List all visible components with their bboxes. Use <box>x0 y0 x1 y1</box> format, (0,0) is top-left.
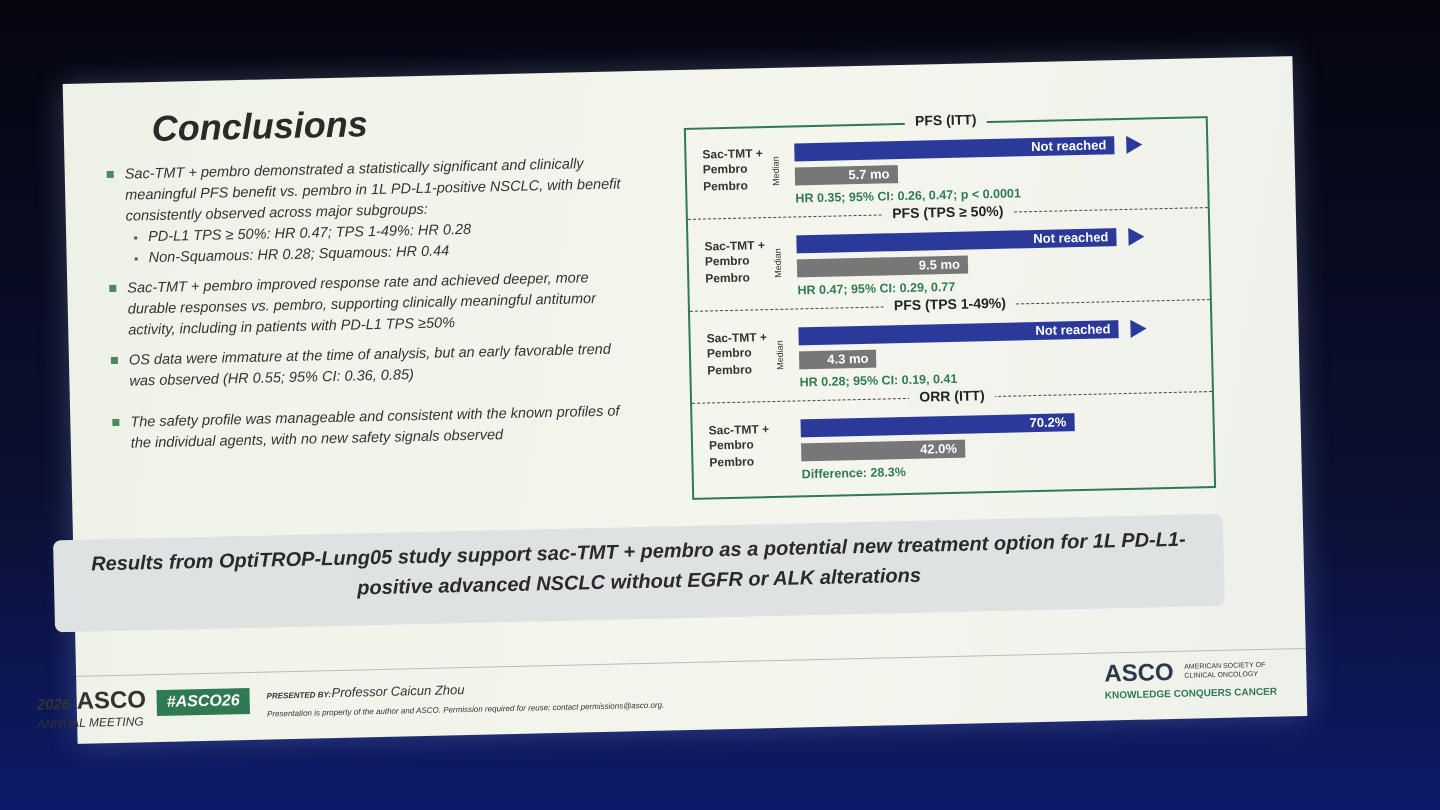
control-bar: 5.7 mo <box>794 165 898 186</box>
treatment-bar: Not reached <box>798 320 1119 346</box>
gene-name: ALK <box>772 567 815 591</box>
bullet: Sac-TMT + pembro demonstrated a statisti… <box>106 153 637 270</box>
conclusion-text: alterations <box>814 564 922 590</box>
bullet-list: Sac-TMT + pembro demonstrated a statisti… <box>63 56 1293 452</box>
bullet-text: OS data were immature at the time of ana… <box>128 341 611 390</box>
arm-label: Pembro <box>709 454 755 470</box>
bullet-marker <box>106 170 114 179</box>
panel-title: PFS (ITT) <box>904 111 987 129</box>
org-name: AMERICAN SOCIETY OF CLINICAL ONCOLOGY <box>1184 661 1266 680</box>
disclaimer: Presentation is property of the author a… <box>266 700 665 719</box>
presented-by: PRESENTED BY: <box>266 690 332 701</box>
bullet: The safety profile was manageable and co… <box>112 401 641 455</box>
panel-title: ORR (ITT) <box>909 386 995 405</box>
panel-note: Difference: 28.3% <box>801 465 907 482</box>
continues-arrow <box>1126 135 1143 154</box>
bar-label: 70.2% <box>1029 414 1067 431</box>
gene-name: EGFR <box>686 568 744 592</box>
panel-title: PFS (TPS ≥ 50%) <box>882 202 1014 222</box>
meeting-brand: ASCO <box>76 686 147 715</box>
bar-label: Not reached <box>1035 321 1111 339</box>
panel-note: HR 0.47; 95% CI: 0.29, 0.77 <box>797 279 956 298</box>
meeting-name: ANNUAL MEETING <box>37 714 144 731</box>
results-box: PFS (ITT) Sac-TMT + Pembro Pembro Median Not… <box>683 111 1217 500</box>
tagline: KNOWLEDGE CONQUERS CANCER <box>1104 686 1278 702</box>
panel-title-wrap: PFS (ITT) <box>686 106 1206 134</box>
panel-note: HR 0.28; 95% CI: 0.19, 0.41 <box>799 371 958 390</box>
continues-arrow <box>1128 227 1145 246</box>
bar-label: Not reached <box>1031 137 1107 155</box>
result-panel: ORR (ITT) Sac-TMT + Pembro Pembro 70.2% 42.0… <box>692 386 1214 498</box>
bullet-text: Sac-TMT + pembro improved response rate … <box>127 270 597 339</box>
conclusion-text: Results from OptiTROP-Lung05 study suppo… <box>90 528 1186 600</box>
treatment-bar: Not reached <box>794 136 1115 162</box>
bar-label: 4.3 mo <box>827 350 869 367</box>
slide-title: Conclusions <box>151 103 369 150</box>
axis-label: Median <box>772 248 784 278</box>
axis-label: Median <box>774 340 786 370</box>
bullet-marker <box>112 418 120 426</box>
org-logo: ASCO <box>1104 658 1174 688</box>
bullet: Sac-TMT + pembro improved response rate … <box>109 267 638 342</box>
presenter: Professor Caicun Zhou <box>331 682 465 701</box>
bar-label: Not reached <box>1033 229 1109 247</box>
treatment-bar: 70.2% <box>800 413 1075 438</box>
control-bar: 42.0% <box>801 439 966 462</box>
hashtag: #ASCO26 <box>156 687 250 717</box>
panel-title: PFS (TPS 1-49%) <box>883 294 1017 314</box>
bullet-marker <box>110 356 119 365</box>
treatment-bar: Not reached <box>796 228 1117 254</box>
bar-label: 42.0% <box>919 440 958 457</box>
continues-arrow <box>1130 319 1147 338</box>
bullet: OS data were immature at the time of ana… <box>110 339 640 393</box>
bullet-text: Sac-TMT + pembro demonstrated a statisti… <box>124 156 621 225</box>
meeting-year: 2026 <box>36 696 71 714</box>
control-bar: 9.5 mo <box>796 255 969 278</box>
control-bar: 4.3 mo <box>798 349 877 370</box>
arm-label: Sac-TMT + Pembro <box>708 422 770 453</box>
bar-label: 9.5 mo <box>918 256 961 273</box>
conclusion-banner: Results from OptiTROP-Lung05 study suppo… <box>53 513 1225 633</box>
bullet-text: The safety profile was manageable and co… <box>130 403 620 452</box>
bullet-marker <box>109 284 117 293</box>
slide: Conclusions Sac-TMT + pembro demonstrate… <box>37 56 1308 744</box>
axis-label: Median <box>770 156 782 186</box>
bar-label: 5.7 mo <box>848 166 890 183</box>
conclusion-text: or <box>742 568 774 591</box>
